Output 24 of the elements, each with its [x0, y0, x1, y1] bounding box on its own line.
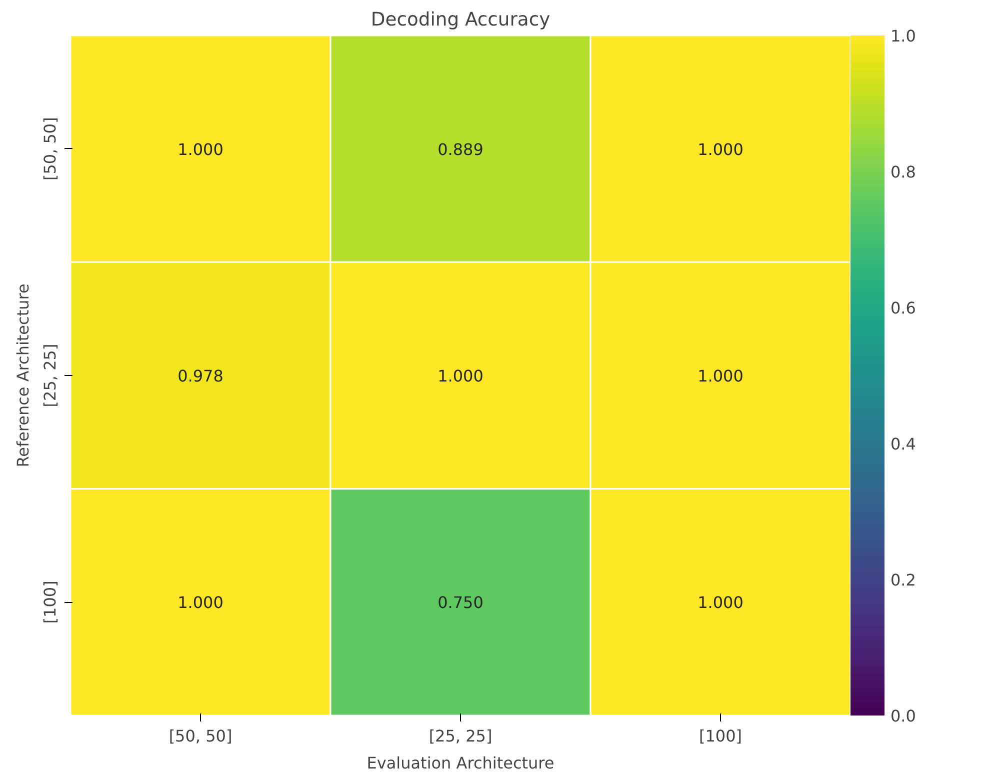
data-label: 0.889: [438, 140, 484, 159]
data-label: 1.000: [438, 366, 484, 386]
data-label: 1.000: [698, 140, 744, 159]
color-bar-label: 0.2: [890, 570, 916, 590]
data-label: 1.000: [698, 593, 744, 612]
color-bar-label: 0.6: [890, 298, 916, 318]
y-tick-label: [50, 50]: [40, 117, 60, 181]
data-label: 0.750: [438, 593, 484, 612]
data-label: 1.000: [178, 140, 224, 159]
x-tick-label: [100]: [698, 726, 742, 746]
color-bar-label: 0.0: [890, 706, 916, 726]
y-tick-label: [100]: [40, 580, 60, 624]
x-axis-title: Evaluation Architecture: [366, 754, 554, 772]
chart-title: Decoding Accuracy: [370, 10, 550, 30]
data-label: 0.978: [178, 366, 224, 386]
color-bar-label: 0.8: [890, 162, 916, 182]
x-tick-label: [50, 50]: [168, 726, 232, 746]
y-tick-label: [25, 25]: [40, 344, 60, 408]
data-label: 1.000: [698, 366, 744, 386]
x-tick-label: [25, 25]: [428, 726, 492, 746]
color-bar-label: 0.4: [890, 434, 916, 454]
data-label: 1.000: [178, 593, 224, 612]
y-axis-title: Reference Architecture: [14, 284, 32, 468]
color-bar-label: 1.0: [890, 26, 916, 46]
